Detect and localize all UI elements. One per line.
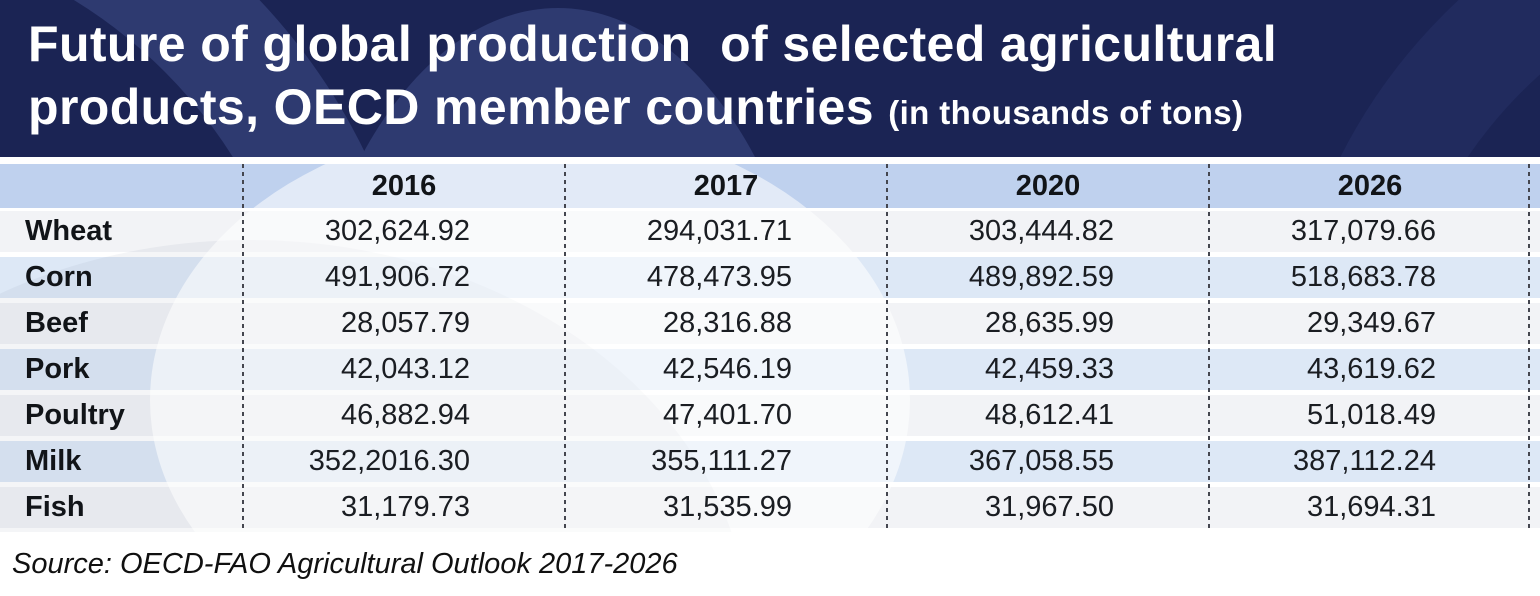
value-cell: 317,079.66 <box>1290 215 1436 247</box>
value-cell: 355,111.27 <box>651 445 792 477</box>
production-table: 2016 2017 2020 2026 Wheat 302,624.92 294… <box>0 164 1540 532</box>
value-cell: 31,535.99 <box>662 491 792 523</box>
column-divider <box>564 164 566 532</box>
value-cell: 46,882.94 <box>340 399 470 431</box>
table-header-row: 2016 2017 2020 2026 <box>0 164 1540 208</box>
page-title-line2: products, OECD member countries <box>28 79 889 135</box>
table-row-beef: Beef 28,057.79 28,316.88 28,635.99 29,34… <box>0 303 1540 344</box>
value-cell: 387,112.24 <box>1293 445 1436 477</box>
value-cell: 303,444.82 <box>968 215 1114 247</box>
row-label: Beef <box>25 307 88 339</box>
value-cell: 31,967.50 <box>984 491 1114 523</box>
value-cell: 42,459.33 <box>984 353 1114 385</box>
value-cell: 28,635.99 <box>984 307 1114 339</box>
column-divider <box>1208 164 1210 532</box>
value-cell: 42,546.19 <box>662 353 792 385</box>
row-label: Wheat <box>25 215 112 247</box>
value-cell: 352,2016.30 <box>308 445 470 477</box>
value-cell: 518,683.78 <box>1290 261 1436 293</box>
corner-cell <box>0 164 243 208</box>
column-divider <box>1528 164 1530 532</box>
value-cell: 367,058.55 <box>968 445 1114 477</box>
value-cell: 43,619.62 <box>1306 353 1436 385</box>
value-cell: 294,031.71 <box>646 215 792 247</box>
value-cell: 491,906.72 <box>324 261 470 293</box>
value-cell: 31,694.31 <box>1306 491 1436 523</box>
row-label: Corn <box>25 261 93 293</box>
page-title-line1: Future of global production of selected … <box>28 16 1278 72</box>
value-cell: 478,473.95 <box>646 261 792 293</box>
column-header-2016: 2016 <box>371 169 437 202</box>
value-cell: 29,349.67 <box>1306 307 1436 339</box>
value-cell: 48,612.41 <box>984 399 1114 431</box>
column-divider <box>242 164 244 532</box>
row-label: Poultry <box>25 399 125 431</box>
column-header-2026: 2026 <box>1337 169 1403 202</box>
row-label: Pork <box>25 353 90 385</box>
value-cell: 51,018.49 <box>1306 399 1436 431</box>
table-row-poultry: Poultry 46,882.94 47,401.70 48,612.41 51… <box>0 395 1540 436</box>
row-label: Milk <box>25 445 82 477</box>
table-row-pork: Pork 42,043.12 42,546.19 42,459.33 43,61… <box>0 349 1540 390</box>
value-cell: 42,043.12 <box>340 353 470 385</box>
value-cell: 302,624.92 <box>324 215 470 247</box>
column-divider <box>886 164 888 532</box>
value-cell: 31,179.73 <box>340 491 470 523</box>
page-title-units: (in thousands of tons) <box>888 94 1244 131</box>
column-header-2017: 2017 <box>693 169 759 202</box>
column-header-2020: 2020 <box>1015 169 1081 202</box>
page-title: Future of global production of selected … <box>0 0 1540 144</box>
value-cell: 489,892.59 <box>968 261 1114 293</box>
row-label: Fish <box>25 491 85 523</box>
value-cell: 28,316.88 <box>662 307 792 339</box>
table-row-fish: Fish 31,179.73 31,535.99 31,967.50 31,69… <box>0 487 1540 528</box>
value-cell: 28,057.79 <box>340 307 470 339</box>
value-cell: 47,401.70 <box>662 399 792 431</box>
table-row-corn: Corn 491,906.72 478,473.95 489,892.59 51… <box>0 257 1540 298</box>
title-banner: Future of global production of selected … <box>0 0 1540 157</box>
table-row-wheat: Wheat 302,624.92 294,031.71 303,444.82 3… <box>0 211 1540 252</box>
source-note: Source: OECD-FAO Agricultural Outlook 20… <box>12 548 678 580</box>
table-row-milk: Milk 352,2016.30 355,111.27 367,058.55 3… <box>0 441 1540 482</box>
